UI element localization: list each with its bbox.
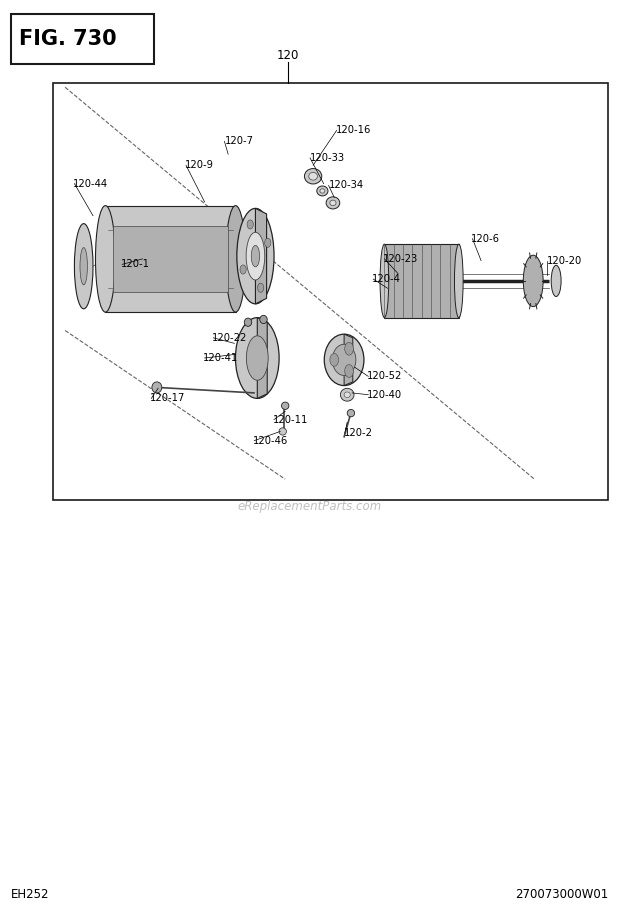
Polygon shape	[255, 208, 267, 304]
Ellipse shape	[279, 428, 286, 435]
Ellipse shape	[344, 392, 350, 397]
Ellipse shape	[244, 319, 252, 327]
Ellipse shape	[317, 186, 328, 196]
Polygon shape	[257, 318, 267, 398]
Ellipse shape	[281, 402, 289, 409]
Polygon shape	[344, 334, 353, 386]
Ellipse shape	[326, 196, 340, 209]
Ellipse shape	[246, 232, 265, 280]
Text: 120-17: 120-17	[150, 394, 185, 403]
Circle shape	[345, 364, 353, 377]
Text: 120-46: 120-46	[253, 436, 288, 445]
Ellipse shape	[152, 382, 162, 393]
Text: 120-40: 120-40	[367, 390, 402, 399]
Text: 120-16: 120-16	[336, 126, 371, 135]
Text: 120-23: 120-23	[383, 254, 418, 263]
Text: EH252: EH252	[11, 889, 50, 901]
Circle shape	[265, 238, 271, 247]
Ellipse shape	[226, 206, 246, 312]
Ellipse shape	[246, 336, 268, 380]
Ellipse shape	[340, 388, 354, 401]
Ellipse shape	[330, 200, 336, 206]
Polygon shape	[113, 226, 228, 292]
Text: FIG. 730: FIG. 730	[19, 29, 116, 49]
Ellipse shape	[332, 344, 356, 375]
Text: 120-1: 120-1	[121, 260, 150, 269]
Text: 120-41: 120-41	[203, 353, 239, 363]
FancyBboxPatch shape	[11, 14, 154, 64]
Circle shape	[345, 342, 353, 355]
FancyBboxPatch shape	[53, 83, 608, 500]
Ellipse shape	[309, 173, 317, 180]
Text: 120-52: 120-52	[367, 372, 402, 381]
Text: 120-7: 120-7	[224, 137, 254, 146]
Ellipse shape	[347, 409, 355, 417]
Ellipse shape	[454, 244, 463, 318]
Polygon shape	[105, 206, 236, 312]
Ellipse shape	[251, 245, 260, 267]
Ellipse shape	[324, 334, 364, 386]
Ellipse shape	[320, 189, 325, 193]
Circle shape	[240, 265, 246, 274]
Circle shape	[257, 283, 264, 292]
Text: eReplacementParts.com: eReplacementParts.com	[238, 500, 382, 513]
Ellipse shape	[260, 316, 267, 323]
Ellipse shape	[80, 248, 87, 285]
Text: 270073000W01: 270073000W01	[516, 889, 609, 901]
Circle shape	[330, 353, 339, 366]
Text: 120-9: 120-9	[185, 161, 214, 170]
Ellipse shape	[523, 255, 543, 307]
Ellipse shape	[380, 244, 389, 318]
Text: 120-44: 120-44	[73, 179, 108, 188]
Ellipse shape	[304, 169, 322, 184]
Ellipse shape	[236, 318, 279, 398]
Ellipse shape	[74, 224, 93, 308]
Text: 120-20: 120-20	[547, 256, 582, 265]
Text: 120-11: 120-11	[273, 415, 308, 424]
Text: 120: 120	[277, 50, 299, 62]
Circle shape	[247, 220, 254, 230]
Ellipse shape	[95, 206, 115, 312]
Polygon shape	[384, 244, 459, 318]
Ellipse shape	[237, 208, 274, 304]
Text: 120-33: 120-33	[310, 153, 345, 162]
Text: 120-22: 120-22	[212, 333, 247, 342]
Text: 120-2: 120-2	[343, 429, 373, 438]
Text: 120-4: 120-4	[372, 274, 401, 284]
Text: 120-34: 120-34	[329, 181, 364, 190]
Text: 120-6: 120-6	[471, 234, 500, 243]
Ellipse shape	[551, 265, 561, 297]
